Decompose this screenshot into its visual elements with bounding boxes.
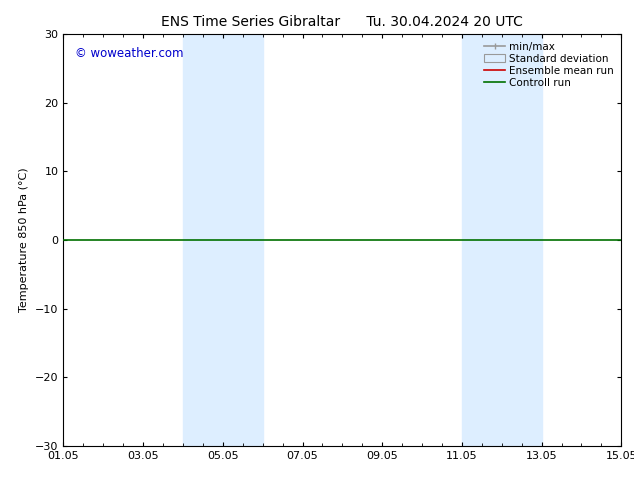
Bar: [462, 34, 541, 446]
Y-axis label: Temperature 850 hPa (°C): Temperature 850 hPa (°C): [20, 168, 30, 313]
Text: © woweather.com: © woweather.com: [75, 47, 183, 60]
Legend: min/max, Standard deviation, Ensemble mean run, Controll run: min/max, Standard deviation, Ensemble me…: [482, 40, 616, 90]
Bar: [183, 34, 262, 446]
Title: ENS Time Series Gibraltar      Tu. 30.04.2024 20 UTC: ENS Time Series Gibraltar Tu. 30.04.2024…: [162, 15, 523, 29]
